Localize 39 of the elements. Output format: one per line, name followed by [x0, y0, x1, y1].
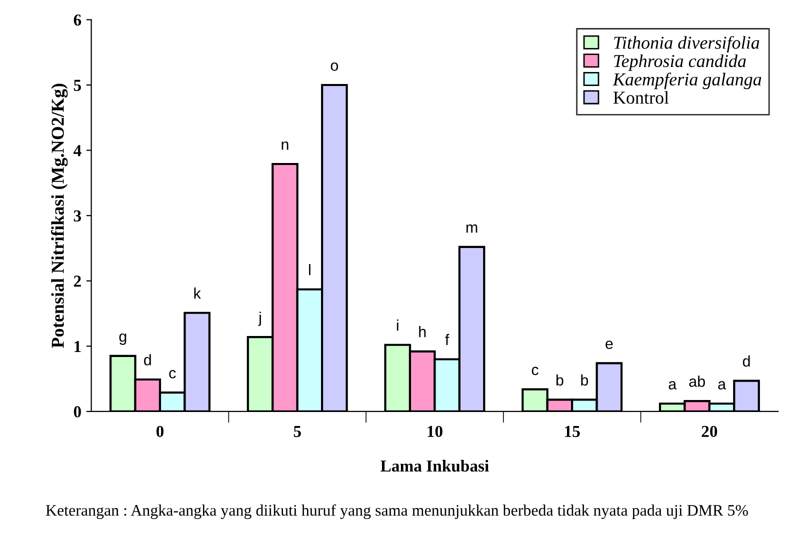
data-label: n: [282, 142, 288, 150]
data-label: a: [668, 381, 677, 390]
data-label: h: [419, 326, 426, 338]
data-label: b: [556, 374, 564, 386]
text: Keterangan : Angka-angka yang diikuti huruf yang sama menunjukkan berbeda tidak nyata pada uji DMR 5%: [46, 504, 748, 520]
y-tick-label: 1: [74, 340, 81, 352]
y-tick-label: 3: [74, 210, 82, 222]
data-label: g: [119, 334, 126, 345]
data-label: k: [194, 288, 201, 299]
data-label: e: [606, 340, 613, 350]
x-axis-title: Lama Inkubasi: [380, 460, 489, 472]
y-axis-title: Potensial Nitrifikasi (Mg.NO2/Kg): [51, 84, 68, 348]
data-label: i: [396, 320, 398, 331]
data-label: d: [742, 355, 750, 367]
data-label: b: [581, 374, 588, 386]
y-tick-label: 4: [73, 145, 82, 156]
data-label: m: [466, 224, 478, 233]
x-tick-label: 20: [702, 426, 718, 438]
legend-label: Kontrol: [613, 91, 669, 104]
data-label: c: [169, 370, 176, 378]
x-tick-label: 15: [565, 426, 580, 438]
legend-label: Tephrosia candida: [614, 54, 746, 71]
data-label: a: [718, 381, 726, 390]
data-label: l: [309, 264, 310, 276]
y-tick-label: 5: [74, 80, 81, 91]
y-tick-label: 2: [74, 276, 81, 287]
data-label: d: [144, 354, 151, 366]
y-tick-label: 6: [74, 14, 82, 26]
x-tick-label: 5: [294, 426, 301, 438]
legend-label: Tithonia diversifolia: [614, 36, 760, 53]
x-tick-label: 10: [428, 426, 442, 438]
data-label: ab: [689, 376, 705, 387]
x-tick-label: 0: [156, 426, 164, 438]
data-label: f: [445, 334, 450, 345]
data-label: o: [330, 62, 338, 71]
data-label: j: [258, 312, 261, 326]
legend-label: Kaempferia galanga: [612, 72, 762, 90]
y-tick-label: 0: [74, 406, 81, 418]
data-label: c: [532, 366, 538, 376]
